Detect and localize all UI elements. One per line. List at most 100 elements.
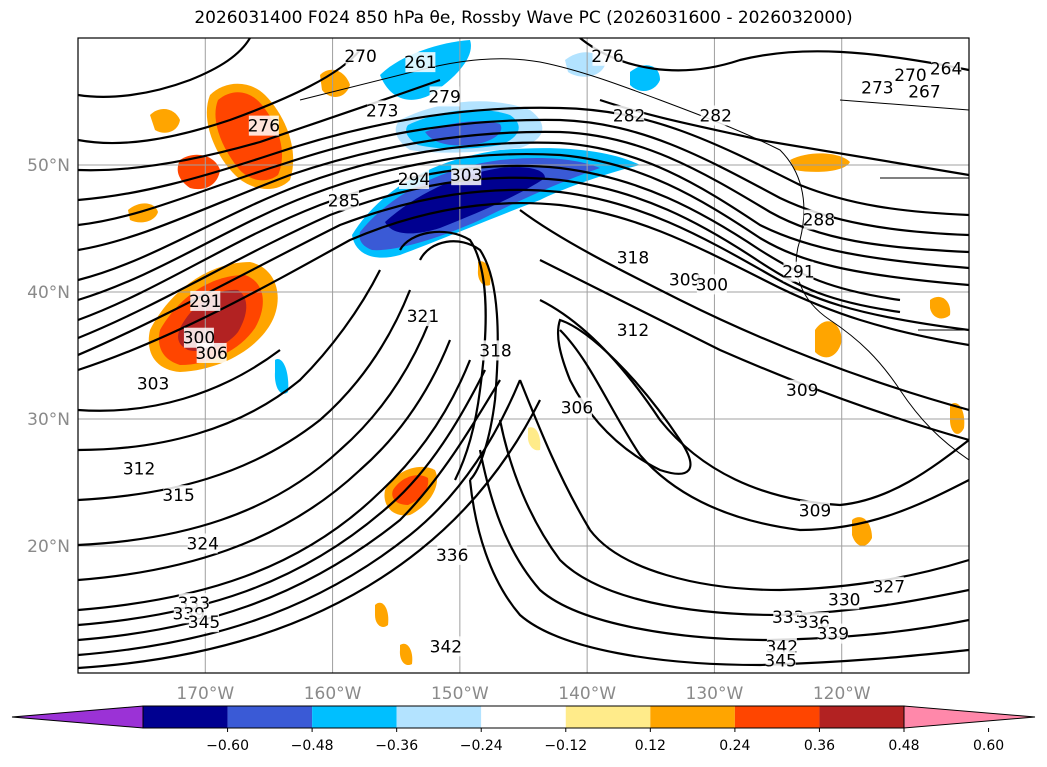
contour-label: 345	[764, 651, 796, 671]
contour-label: 345	[188, 613, 220, 633]
contour-label: 309	[799, 501, 831, 521]
neg-anomaly-shape	[385, 167, 545, 234]
contour-label-bg	[138, 373, 169, 394]
pos-anomaly-shape	[527, 427, 541, 451]
contour-label-bg	[700, 105, 731, 126]
neg-anomaly-shape	[274, 359, 289, 394]
contour-label: 282	[699, 106, 731, 126]
contour-label-bg	[367, 100, 398, 121]
pos-anomaly-shape	[399, 643, 413, 666]
contour-label: 321	[407, 307, 439, 327]
pos-anomaly-shape	[950, 402, 965, 434]
lon-label: 120°W	[813, 684, 871, 704]
colorbar-tick-label: 0.24	[719, 738, 750, 754]
colorbar-bin	[396, 706, 482, 728]
map-frame	[77, 37, 970, 674]
contour-line	[498, 419, 969, 617]
contour-label: 342	[430, 637, 462, 657]
contour-line	[78, 176, 901, 340]
contour-label: 285	[328, 192, 360, 212]
contour-label-bg	[187, 533, 218, 554]
contour-label-bg	[803, 209, 834, 230]
contour-label-bg	[862, 77, 893, 98]
contour-label-bg	[873, 576, 904, 597]
contour-label-bg	[163, 485, 194, 506]
colorbar-bin	[481, 706, 566, 728]
contour-line	[78, 399, 541, 670]
contour-label: 291	[782, 263, 814, 283]
contour-label: 264	[930, 59, 962, 79]
contour-label: 273	[366, 101, 398, 121]
lat-label: 50°N	[27, 156, 70, 176]
contour-label: 312	[617, 321, 649, 341]
lon-label: 170°W	[176, 684, 234, 704]
contour-label: 279	[428, 87, 460, 107]
colorbar-extend-low	[11, 705, 144, 729]
contour-label-bg	[345, 45, 376, 66]
contour-label-bg	[931, 58, 962, 79]
pos-anomaly-shape	[790, 153, 850, 172]
contour-label-bg	[617, 247, 648, 268]
contour-label: 306	[561, 399, 593, 419]
colorbar-tick-label: −0.36	[375, 738, 418, 754]
contour-label-bg	[329, 190, 360, 211]
lon-label: 130°W	[686, 684, 744, 704]
contour-line	[78, 152, 969, 302]
contour-line	[556, 318, 692, 475]
contour-line	[78, 369, 486, 627]
colorbar-outline	[142, 705, 905, 729]
contour-line	[78, 339, 452, 582]
contour-label-bg	[183, 327, 214, 348]
contour-line	[78, 188, 969, 357]
contour-label-bg	[189, 612, 220, 633]
contour-label-bg	[592, 45, 623, 66]
pos-anomaly-shape	[930, 296, 951, 319]
contour-label: 309	[669, 270, 701, 290]
colorbar-bin	[565, 706, 651, 728]
contour-label: 336	[436, 546, 468, 566]
contour-label: 273	[861, 79, 893, 99]
contour-label: 300	[696, 275, 728, 295]
contour-label-bg	[407, 306, 438, 327]
contour-label: 288	[803, 211, 835, 231]
contour-line	[78, 141, 969, 282]
contour-label: 333	[772, 608, 804, 628]
latitude-labels: 50°N 40°N 30°N 20°N	[27, 156, 70, 557]
contour-line	[519, 209, 969, 412]
contour-label-bg	[190, 290, 221, 311]
pos-anomaly-shape	[150, 108, 180, 133]
contour-label-bg	[430, 636, 461, 657]
contour-label: 324	[187, 534, 219, 554]
colorbar-bin	[227, 706, 313, 728]
contour-label: 291	[189, 292, 221, 312]
contour-label: 318	[617, 249, 649, 269]
colorbar-extend-high	[903, 705, 1036, 729]
lon-label: 150°W	[431, 684, 489, 704]
contour-label-bg	[248, 115, 279, 136]
contour-line	[78, 106, 969, 217]
contour-label-bg	[783, 261, 814, 282]
contour-label-bg	[399, 168, 430, 189]
colorbar-tick-label: 0.60	[973, 738, 1004, 754]
contour-label-bg	[405, 52, 436, 73]
contour-label: 270	[894, 66, 926, 86]
contour-label-bg	[429, 86, 460, 107]
contour-label-bg	[787, 379, 818, 400]
contour-line	[559, 329, 969, 532]
contour-label: 318	[479, 341, 511, 361]
lon-label: 140°W	[558, 684, 616, 704]
lat-label: 20°N	[27, 537, 70, 557]
contour-label-bg	[670, 269, 701, 290]
contour-label: 282	[613, 106, 645, 126]
coastline	[299, 58, 969, 461]
contour-label: 330	[828, 590, 860, 610]
lat-label: 40°N	[27, 283, 70, 303]
colorbar-tick-label: −0.60	[206, 738, 249, 754]
contour-line	[399, 230, 487, 481]
contour-line	[78, 349, 281, 412]
contour-label: 309	[786, 381, 818, 401]
contour-line	[78, 130, 969, 254]
contour-line	[78, 201, 969, 372]
contour-line	[478, 449, 969, 642]
